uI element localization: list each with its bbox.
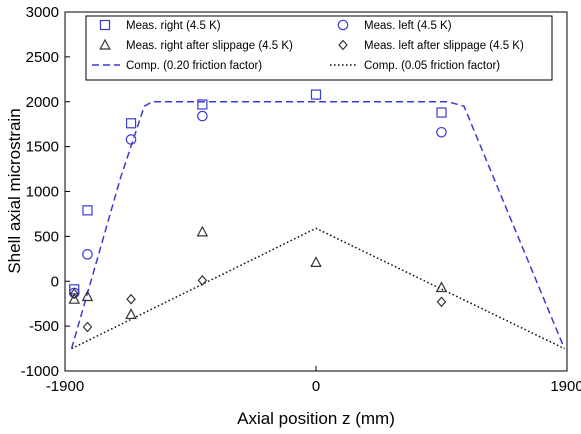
legend-label: Comp. (0.20 friction factor) xyxy=(126,60,262,72)
legend-label: Meas. left (4.5 K) xyxy=(364,20,452,32)
legend-circle-icon xyxy=(337,19,349,31)
y-tick-label: -500 xyxy=(29,318,59,335)
x-tick-label: -1900 xyxy=(46,378,84,395)
x-tick-label: 1900 xyxy=(550,378,581,395)
diamond-point xyxy=(197,274,208,286)
y-tick-label: 1000 xyxy=(26,184,59,201)
legend-label: Meas. right after slippage (4.5 K) xyxy=(126,40,293,52)
x-tick-label: 0 xyxy=(312,378,320,395)
diamond-point xyxy=(82,321,93,333)
circle-point xyxy=(82,249,93,260)
square-point xyxy=(82,205,93,216)
y-tick-label: 500 xyxy=(34,228,59,245)
computed-lines xyxy=(70,101,566,350)
series-line xyxy=(71,227,565,350)
y-axis: -1000 -500 0 500 1000 1500 2000 2500 3000 xyxy=(21,4,70,380)
y-tick-label: -1000 xyxy=(21,363,59,380)
legend-label: Meas. right (4.5 K) xyxy=(126,20,221,32)
y-tick-label: 2500 xyxy=(26,49,59,66)
x-axis-title: Axial position z (mm) xyxy=(237,409,395,428)
triangle-point xyxy=(435,281,448,293)
square-point xyxy=(125,118,137,129)
triangle-point xyxy=(125,308,137,320)
circle-point xyxy=(197,110,208,122)
legend-square-icon xyxy=(99,19,111,31)
circle-point xyxy=(125,134,137,145)
legend-triangle-icon xyxy=(99,38,111,50)
diamond-point xyxy=(126,293,136,305)
triangle-point xyxy=(196,225,209,237)
x-axis: -1900 0 1900 xyxy=(46,366,581,395)
series-line xyxy=(70,101,566,349)
square-point xyxy=(310,89,322,100)
y-tick-label: 1500 xyxy=(26,139,59,156)
legend-diamond-icon xyxy=(338,39,348,51)
diamond-point xyxy=(436,296,447,308)
y-tick-label: 0 xyxy=(51,273,59,290)
legend-label: Comp. (0.05 friction factor) xyxy=(364,60,500,72)
triangle-point xyxy=(68,292,81,304)
legend: Meas. right (4.5 K) Meas. left (4.5 K) Mea… xyxy=(85,15,553,81)
square-point xyxy=(436,107,447,118)
data-markers xyxy=(68,89,448,333)
legend-box xyxy=(85,15,553,81)
legend-label: Meas. left after slippage (4.5 K) xyxy=(364,40,524,52)
triangle-point xyxy=(81,290,94,302)
circle-point xyxy=(436,126,447,138)
diamond-point xyxy=(69,288,80,300)
square-point xyxy=(197,99,208,110)
y-tick-label: 3000 xyxy=(26,4,59,21)
y-axis-title: Shell axial microstrain xyxy=(5,108,24,273)
triangle-point xyxy=(310,256,322,268)
y-tick-label: 2000 xyxy=(26,94,59,111)
